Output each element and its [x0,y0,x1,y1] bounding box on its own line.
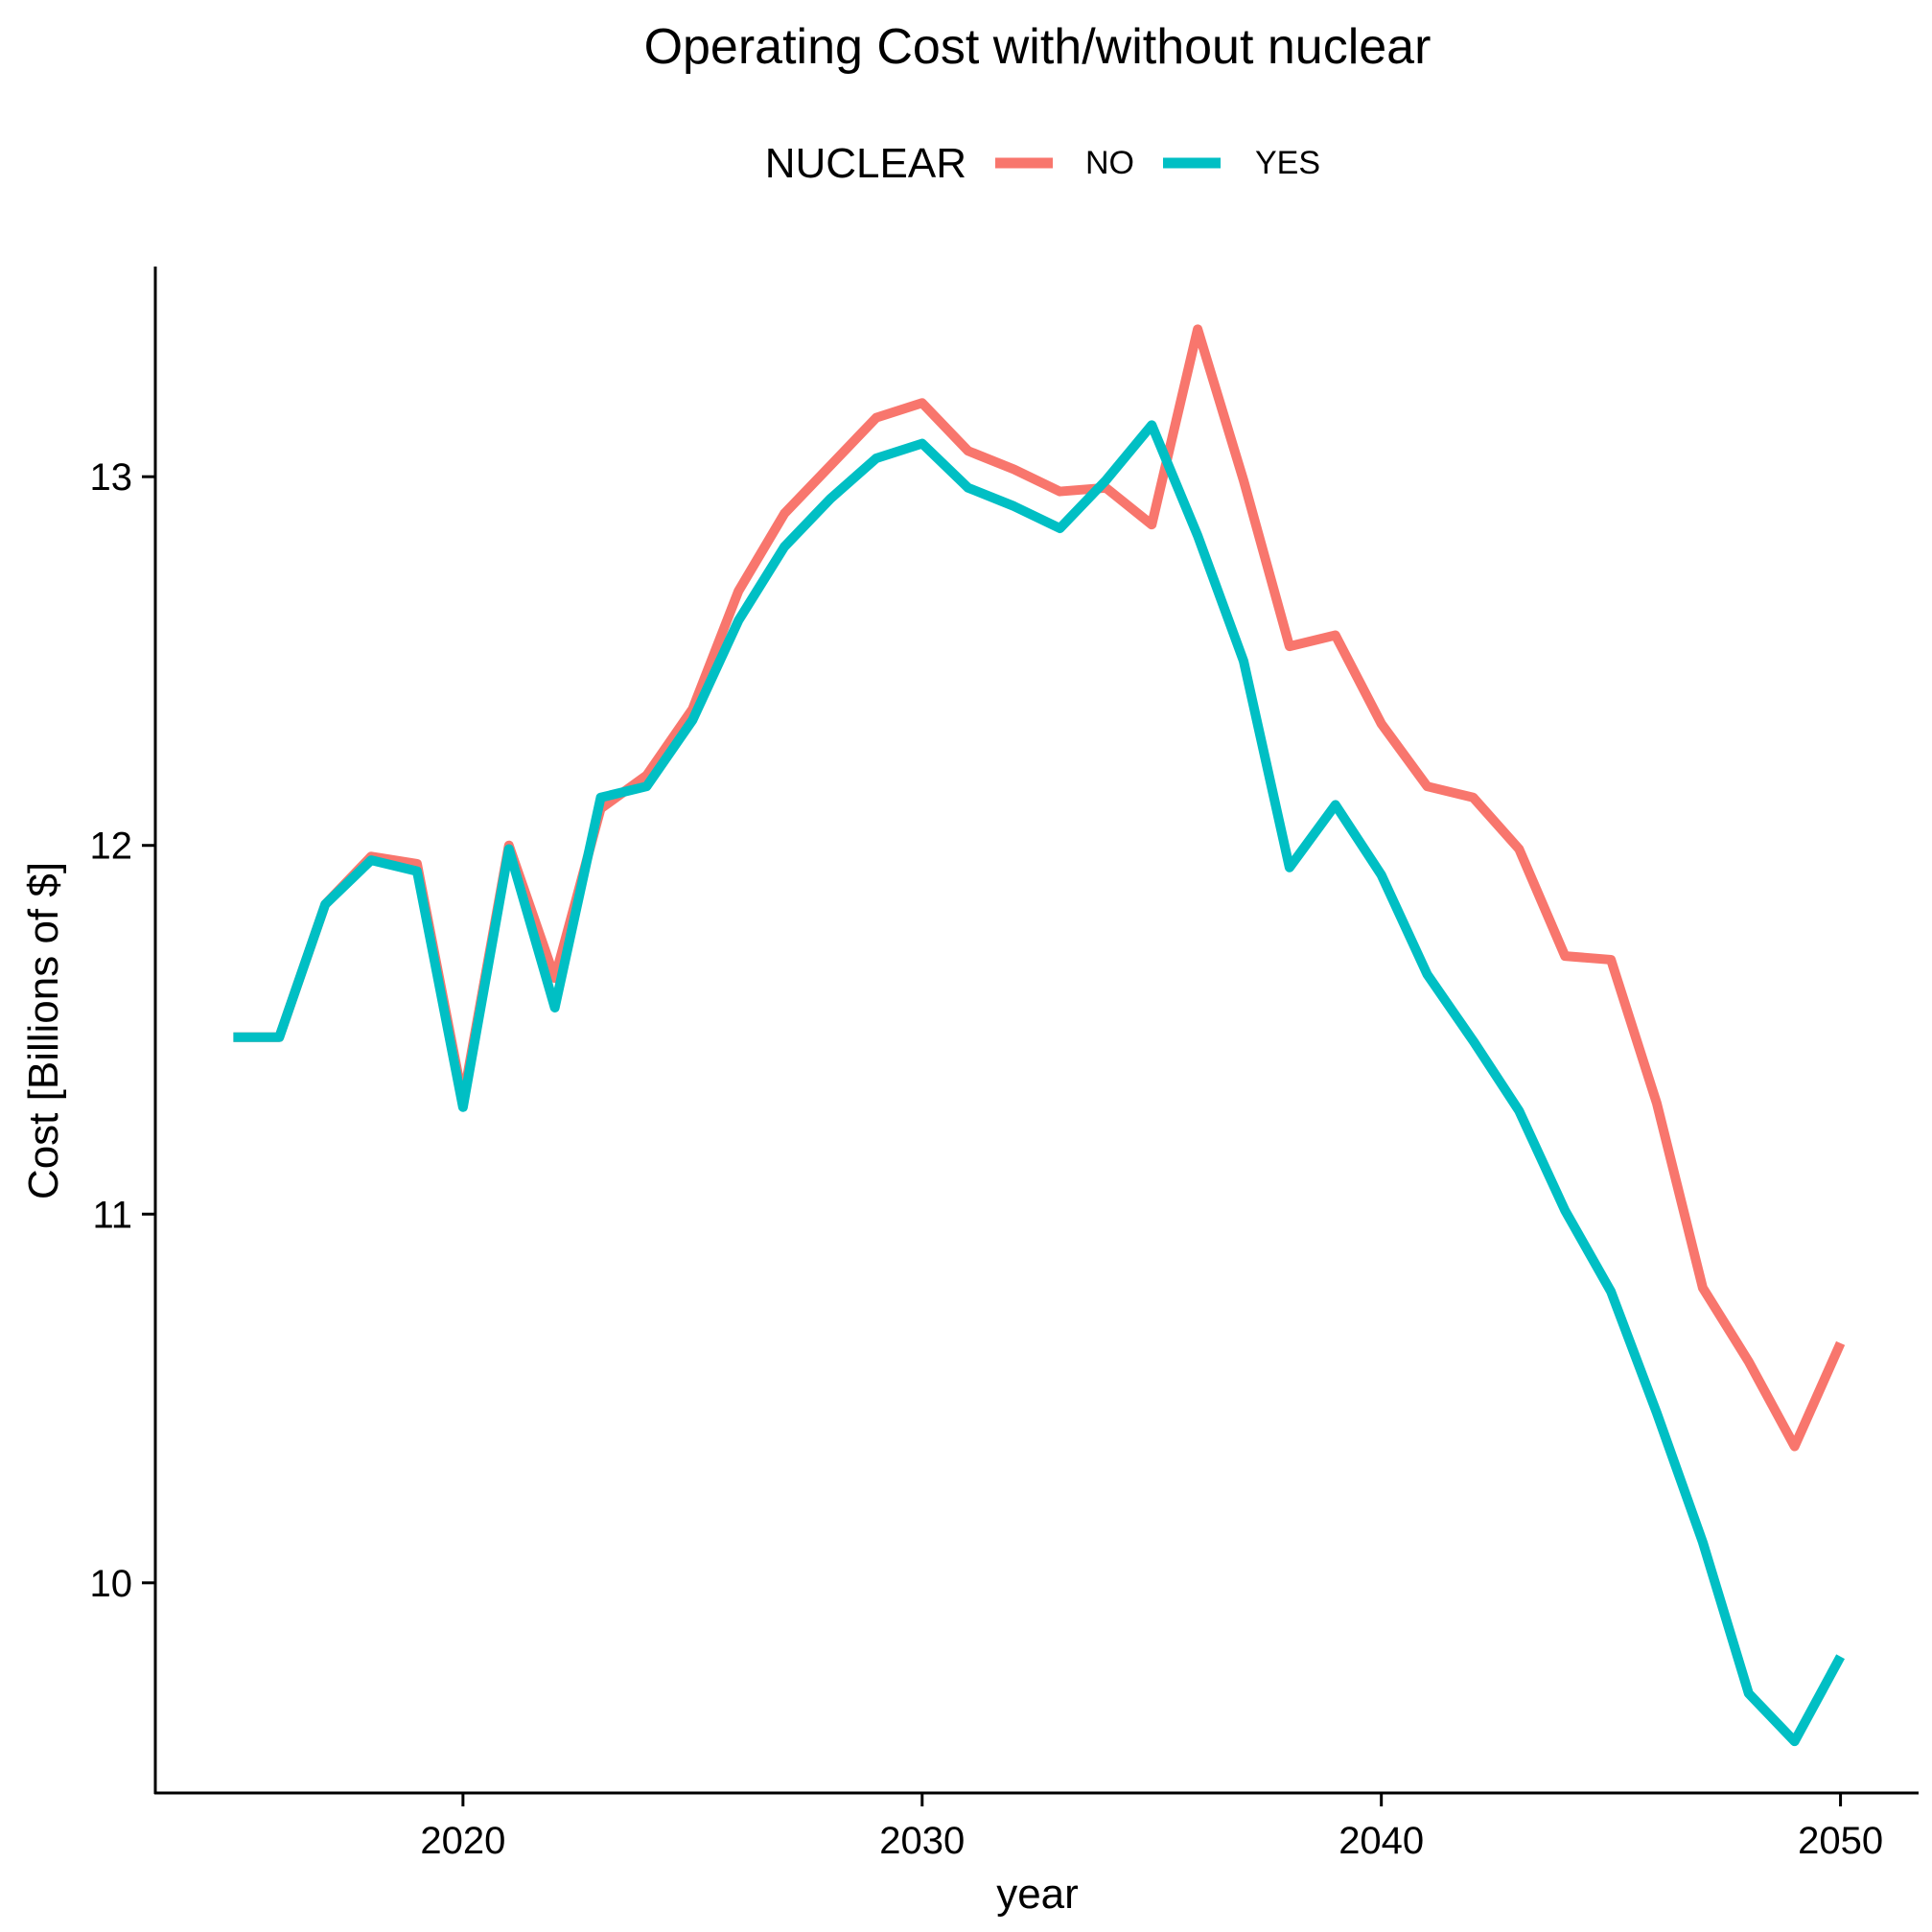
x-tick-label: 2020 [420,1820,505,1862]
x-tick-label: 2030 [879,1820,965,1862]
y-axis-title: Cost [Billions of $] [20,862,67,1199]
x-axis-ticks: 2020 2030 2040 2050 [420,1793,1883,1862]
legend-label-no: NO [1085,145,1134,181]
x-tick-label: 2040 [1338,1820,1424,1862]
series-lines [233,324,1846,1747]
series-line-yes [233,420,1845,1747]
x-axis-title: year [996,1871,1079,1918]
y-tick-label: 12 [90,826,133,868]
y-axis-ticks: 10 11 12 13 [90,456,155,1605]
y-tick-label: 13 [90,456,133,499]
y-tick-label: 11 [92,1194,132,1236]
x-tick-label: 2050 [1798,1820,1883,1862]
chart-title: Operating Cost with/without nuclear [644,19,1432,75]
legend-label-yes: YES [1255,145,1320,181]
legend: NUCLEAR NO YES [765,140,1320,187]
legend-title: NUCLEAR [765,140,966,187]
y-tick-label: 10 [90,1563,133,1605]
